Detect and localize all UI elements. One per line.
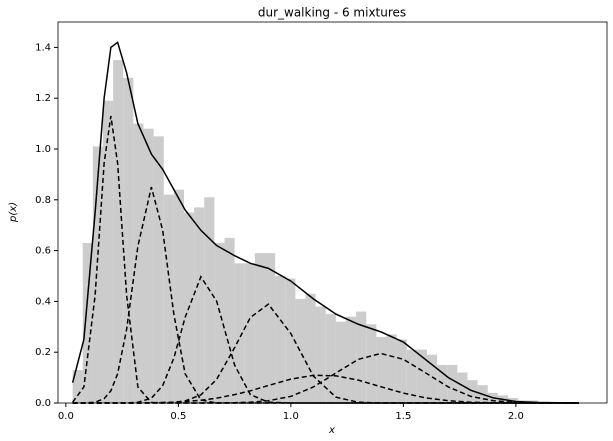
histogram-bar	[386, 334, 397, 403]
plot-frame	[57, 21, 608, 404]
x-tick-label: 1.5	[395, 411, 411, 422]
histogram-bar	[163, 194, 174, 403]
histogram-bar	[305, 293, 316, 403]
y-tick-label: 0.0	[35, 398, 51, 409]
histogram-bar	[204, 197, 215, 403]
histogram-bar	[214, 242, 225, 403]
y-tick-label: 0.8	[35, 195, 51, 206]
y-tick-label: 0.6	[35, 246, 51, 257]
histogram-bar	[396, 339, 407, 403]
x-tick-label: 1.0	[283, 411, 299, 422]
histogram-bar	[143, 128, 154, 403]
histogram-bar	[447, 364, 458, 403]
histogram-bar	[173, 189, 184, 403]
histogram-bar	[295, 298, 306, 403]
x-tick-label: 2.0	[508, 411, 524, 422]
histogram-bar	[123, 77, 134, 403]
histogram-bar	[346, 316, 357, 403]
histogram-bar	[153, 136, 164, 404]
histogram-bar	[335, 321, 346, 403]
histogram-bar	[224, 237, 235, 403]
histogram-bar	[275, 276, 286, 403]
histogram-bar	[72, 369, 83, 403]
mixture-line	[71, 41, 579, 404]
histogram-bar	[234, 263, 245, 403]
histogram-bar	[427, 354, 438, 403]
histogram-bar	[103, 100, 114, 404]
x-axis-label: x	[328, 425, 335, 436]
histogram-bar	[82, 242, 93, 403]
histogram-bar	[366, 324, 377, 403]
x-tick-label: 0.5	[170, 411, 186, 422]
histogram-bar	[92, 146, 103, 403]
histogram-bar	[457, 372, 468, 403]
y-tick-label: 1.2	[35, 93, 51, 104]
histogram-bar	[133, 123, 144, 403]
histogram-bar	[356, 311, 367, 403]
histogram-bar	[194, 207, 205, 403]
histogram-bar	[254, 253, 265, 403]
histogram-bar	[244, 263, 255, 403]
y-tick-label: 0.4	[35, 296, 51, 307]
histogram-bar	[376, 336, 387, 403]
histogram-bar	[285, 278, 296, 403]
y-tick-label: 1.4	[35, 42, 51, 53]
histogram-bar	[113, 60, 124, 403]
histogram-bar	[416, 349, 427, 403]
y-tick-label: 0.2	[35, 347, 51, 358]
y-axis-label: p(x)	[8, 202, 19, 223]
x-tick-label: 0.0	[58, 411, 74, 422]
chart-title: dur_walking - 6 mixtures	[258, 6, 406, 20]
histogram-bar	[265, 253, 276, 403]
histogram-bar	[315, 306, 326, 403]
histogram-bar	[325, 314, 336, 403]
y-tick-label: 1.0	[35, 144, 51, 155]
histogram-bar	[406, 349, 417, 403]
